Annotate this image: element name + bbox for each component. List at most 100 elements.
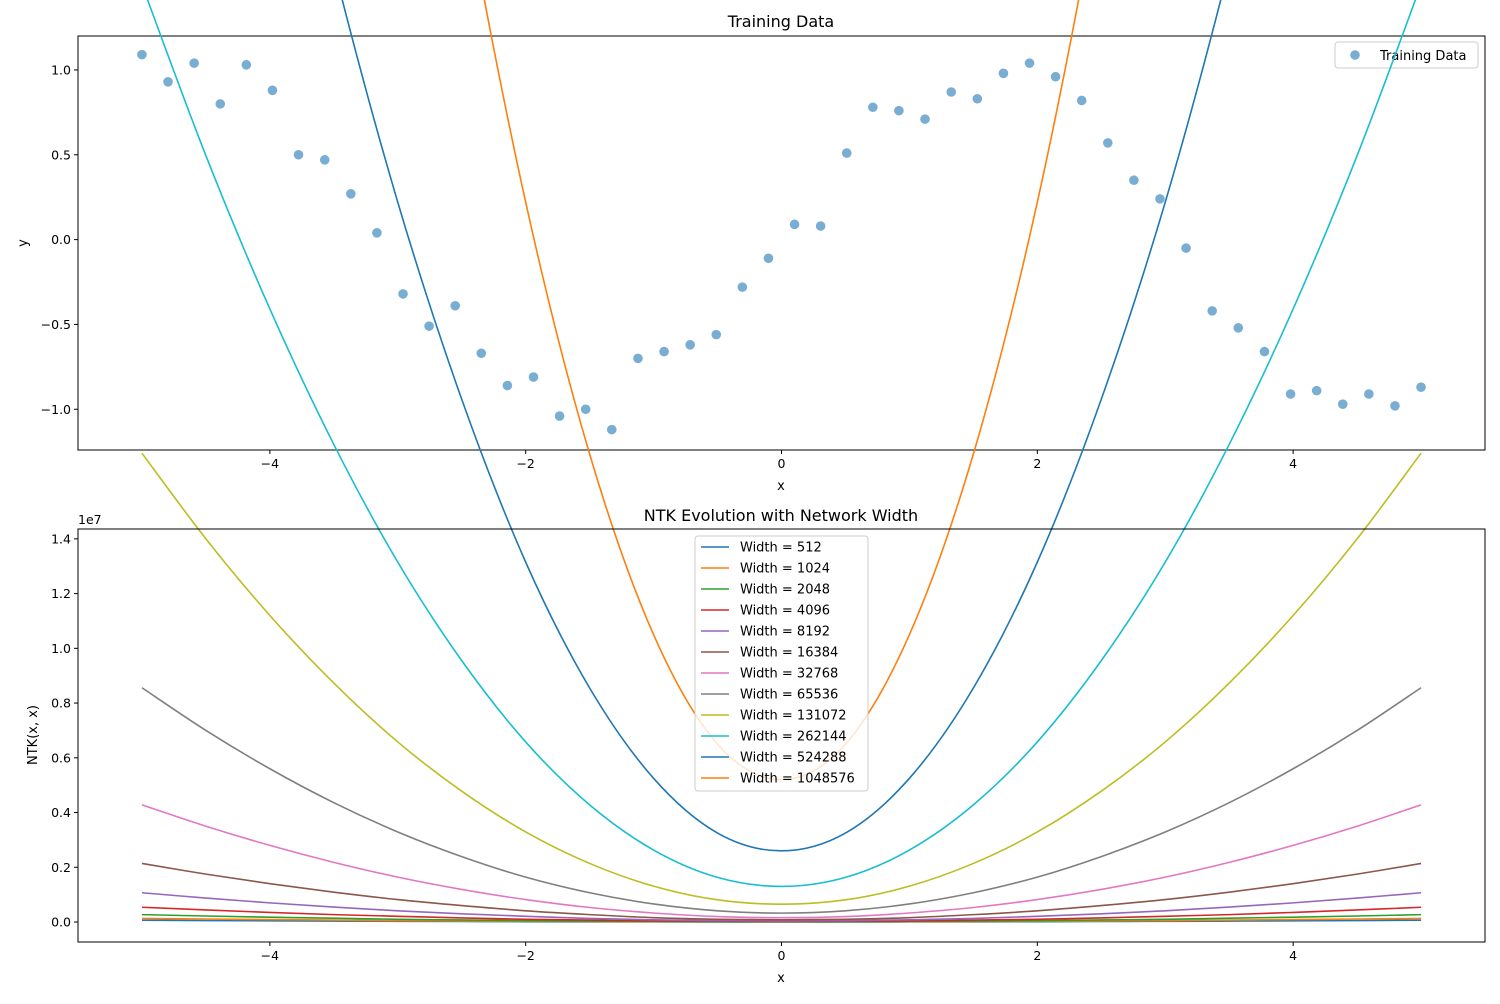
legend-label: Width = 1048576 — [740, 772, 855, 787]
data-point — [894, 105, 904, 116]
y-axis-label: NTK(x, x) — [26, 705, 41, 765]
x-axis-label: x — [777, 971, 785, 986]
data-point — [346, 188, 356, 199]
data-point — [293, 149, 304, 160]
y-axis-label: y — [16, 239, 31, 247]
series-line — [141, 862, 1422, 921]
y-tick-label: 0.0 — [51, 915, 71, 930]
x-tick-label: 2 — [1033, 456, 1041, 471]
data-point — [1285, 389, 1296, 399]
legend-box — [694, 535, 869, 792]
series-line — [341, 0, 1222, 852]
data-point — [1207, 306, 1217, 316]
y-tick-label: 1.0 — [51, 62, 71, 77]
y-tick-label: 0.0 — [51, 232, 71, 247]
data-point — [1102, 138, 1113, 148]
data-point — [606, 424, 617, 435]
data-point — [737, 282, 748, 292]
data-point — [1233, 323, 1244, 333]
legend-label: Width = 16384 — [740, 646, 838, 661]
x-tick-label: 0 — [778, 456, 786, 471]
data-point — [319, 155, 330, 165]
x-tick-label: 0 — [778, 948, 786, 963]
y-tick-label: 0.6 — [51, 750, 71, 765]
data-point — [267, 85, 278, 96]
y-tick-label: 1.4 — [51, 531, 71, 546]
data-point — [502, 380, 513, 391]
data-point — [580, 404, 591, 415]
data-point — [972, 93, 983, 104]
training-data-axes: Training Data x y −4 −2 0 2 4 1.0 0.5 0.0 −0.5 −1… — [16, 12, 1486, 494]
data-point — [711, 329, 722, 340]
data-point — [372, 228, 382, 238]
data-point — [1076, 95, 1087, 106]
x-tick-label: 2 — [1033, 948, 1041, 963]
data-point — [763, 253, 774, 264]
data-point — [1416, 382, 1426, 393]
data-point — [1390, 401, 1400, 411]
data-point — [1181, 243, 1191, 253]
data-point — [920, 114, 930, 124]
legend-label: Width = 131072 — [740, 709, 847, 724]
series-line — [141, 804, 1422, 919]
data-point — [189, 58, 199, 68]
data-point — [424, 321, 434, 331]
data-point — [815, 221, 826, 231]
series-line — [146, 0, 1417, 888]
x-tick-label: −2 — [516, 948, 534, 963]
data-point — [137, 49, 147, 60]
y-tick-label: 0.8 — [51, 696, 71, 711]
data-point — [1337, 399, 1348, 409]
data-point — [841, 148, 852, 158]
data-point — [659, 346, 669, 357]
data-point — [398, 289, 408, 299]
data-point — [528, 372, 539, 382]
legend-label: Width = 262144 — [740, 730, 847, 745]
x-tick-label: −2 — [516, 456, 534, 471]
y-tick-label: −0.5 — [41, 317, 71, 332]
y-tick-label: −1.0 — [41, 402, 71, 417]
y-tick-label: 0.2 — [51, 860, 71, 875]
data-point — [241, 60, 252, 70]
data-point — [998, 68, 1009, 79]
data-point — [1155, 194, 1165, 204]
data-point — [450, 300, 461, 311]
data-point — [1364, 389, 1374, 399]
axes-frame — [77, 528, 1486, 943]
legend-label: Width = 4096 — [740, 604, 830, 619]
x-tick-label: −4 — [261, 456, 279, 471]
data-point — [1311, 385, 1322, 396]
data-point — [215, 99, 226, 109]
data-point — [868, 102, 878, 113]
series-line — [141, 687, 1422, 914]
legend: Training Data — [1334, 41, 1479, 69]
x-tick-label: 4 — [1289, 456, 1297, 471]
chart-title: Training Data — [727, 12, 834, 31]
data-point — [1129, 175, 1139, 186]
legend-label: Training Data — [1379, 49, 1466, 64]
data-point — [1050, 71, 1061, 82]
x-tick-label: −4 — [261, 948, 279, 963]
legend-label: Width = 512 — [740, 541, 822, 556]
legend-label: Width = 32768 — [740, 667, 838, 682]
x-axis-label: x — [777, 479, 785, 494]
series-line — [141, 452, 1422, 906]
data-point — [1259, 346, 1270, 357]
legend-label: Width = 2048 — [740, 583, 830, 598]
legend: Width = 512 Width = 1024 Width = 2048 Width… — [694, 535, 869, 792]
y-tick-label: 0.5 — [51, 147, 71, 162]
data-point — [554, 411, 565, 421]
legend-marker — [1350, 50, 1360, 60]
data-point — [946, 87, 957, 97]
x-tick-label: 4 — [1289, 948, 1297, 963]
chart-title: NTK Evolution with Network Width — [644, 506, 918, 525]
data-point — [633, 353, 643, 364]
series-line — [141, 891, 1422, 922]
legend-label: Width = 524288 — [740, 751, 847, 766]
data-point — [789, 219, 800, 230]
data-point — [476, 348, 487, 359]
y-offset-label: 1e7 — [78, 512, 102, 527]
data-point — [1024, 58, 1035, 68]
y-tick-label: 0.4 — [51, 805, 71, 820]
